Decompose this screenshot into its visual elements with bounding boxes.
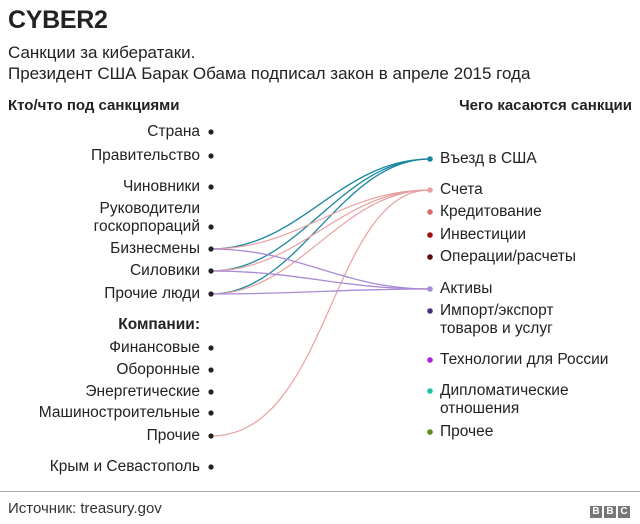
left-item-siloviki: Силовики [129,262,200,279]
label-line: отношения [440,400,520,417]
label-line: Руководители [99,200,200,217]
link-siloviki-accounts [210,189,431,272]
label-line: Импорт/экспорт [440,302,554,319]
link-siloviki-entry [210,158,431,272]
label-line: госкорпораций [93,218,200,235]
subtitle-line-1: Санкции за кибератаки. [8,43,196,62]
link-businessmen-accounts [210,189,431,250]
right-item-lending: Кредитование [440,203,542,220]
link-others-assets [210,288,431,295]
right-item-import-export: Импорт/экспорт товаров и услуг [440,302,554,338]
link-companies-others-accounts [210,189,431,437]
logo-letter: B [590,506,602,518]
link-others-accounts [210,189,431,295]
left-dots [208,129,214,470]
right-column-heading: Чего касаются санкции [459,97,632,114]
link-others-entry [210,158,431,295]
right-item-other: Прочее [440,423,494,440]
companies-group-label: Компании: [118,316,200,333]
logo-letter: B [604,506,616,518]
label-line: товаров и услуг [440,320,553,337]
right-item-investments: Инвестиции [440,226,527,243]
link-businessmen-entry [210,158,431,250]
bbc-logo: B B C [590,506,630,518]
right-item-us-entry: Въезд в США [440,150,537,167]
right-item-technology: Технологии для России [440,351,609,368]
chart-title: CYBER2 [8,6,108,34]
right-item-assets: Активы [440,280,493,297]
left-item-state-corp-heads: Руководители госкорпораций [94,200,200,236]
source-note: Источник: treasury.gov [8,500,162,517]
right-dots [427,156,433,435]
left-item-officials: Чиновники [122,178,200,195]
left-column-heading: Кто/что под санкциями [8,97,180,114]
right-item-accounts: Счета [440,181,483,198]
company-item-financial: Финансовые [109,339,200,356]
company-item-other: Прочие [146,427,200,444]
right-item-diplomatic: Дипломатические отношения [440,382,569,418]
left-item-government: Правительство [91,147,200,164]
left-item-businessmen: Бизнесмены [110,240,200,257]
subtitle-line-2: Президент США Барак Обама подписал закон… [8,64,531,83]
left-item-other-people: Прочие люди [104,285,200,302]
footer-divider [0,491,640,492]
link-siloviki-assets [210,270,431,290]
company-item-energy: Энергетические [85,383,200,400]
subtitle: Санкции за кибератаки. Президент США Бар… [8,42,530,84]
label-line: Дипломатические [440,382,569,399]
left-item-country: Страна [147,123,200,140]
link-businessmen-assets [210,248,431,290]
company-item-engineering: Машиностроительные [38,404,200,421]
left-item-crimea: Крым и Севастополь [49,458,200,475]
company-item-defense: Оборонные [116,361,200,378]
logo-letter: C [618,506,630,518]
right-item-transactions: Операции/расчеты [440,248,577,265]
